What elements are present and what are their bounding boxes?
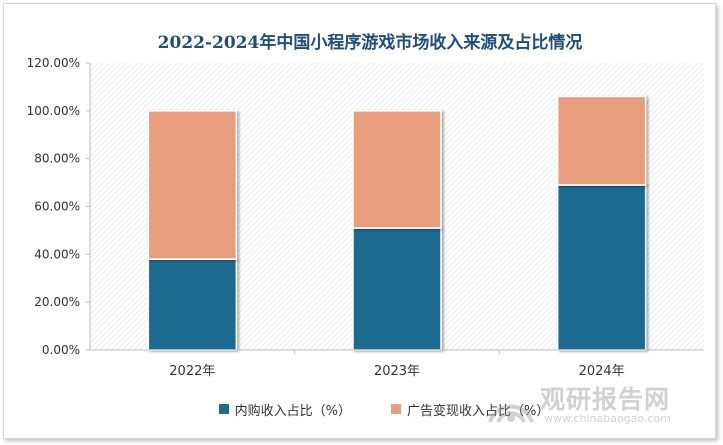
y-axis: 0.00% 20.00% 40.00% 60.00% 80.00% 100.00% 120.… xyxy=(27,56,91,357)
x-tick-label: 2024年 xyxy=(579,364,625,379)
legend-label-series-1: 内购收入占比（%） xyxy=(234,403,351,419)
legend-label-series-2: 广告变现收入占比（%） xyxy=(407,403,550,419)
bar-segment-series-2 xyxy=(556,95,647,186)
y-tick-label: 60.00% xyxy=(34,200,80,214)
y-tick-label: 100.00% xyxy=(27,104,80,118)
y-tick-label: 120.00% xyxy=(27,56,80,70)
legend-item-series-1: 内购收入占比（%） xyxy=(218,400,351,419)
bar-segment-series-1 xyxy=(147,258,238,351)
y-tick-label: 80.00% xyxy=(34,152,80,166)
bar-segment-series-2 xyxy=(147,110,238,260)
y-tick-label: 40.00% xyxy=(34,247,80,261)
x-tick-label: 2022年 xyxy=(169,364,215,379)
legend: 内购收入占比（%） 广告变现收入占比（%） xyxy=(169,394,599,424)
chart-title: 2022-2024年中国小程序游戏市场收入来源及占比情况 xyxy=(158,32,583,53)
stacked-bar-chart: 2022-2024年中国小程序游戏市场收入来源及占比情况 0.00% 20.00%… xyxy=(27,32,704,379)
bar-segment-series-1 xyxy=(352,227,442,351)
bars-group xyxy=(147,95,647,351)
y-tick-label: 0.00% xyxy=(42,343,80,357)
x-tick-label: 2023年 xyxy=(374,364,420,379)
legend-swatch-series-1 xyxy=(218,404,229,414)
bar-segment-series-1 xyxy=(556,184,647,351)
legend-item-series-2: 广告变现收入占比（%） xyxy=(391,400,549,419)
bar-segment-series-2 xyxy=(352,110,442,229)
y-tick-label: 20.00% xyxy=(34,295,80,309)
x-axis: 2022年 2023年 2024年 xyxy=(90,349,704,379)
legend-swatch-series-2 xyxy=(391,404,401,414)
chart-frame: 2022-2024年中国小程序游戏市场收入来源及占比情况 0.00% 20.00%… xyxy=(3,3,716,439)
